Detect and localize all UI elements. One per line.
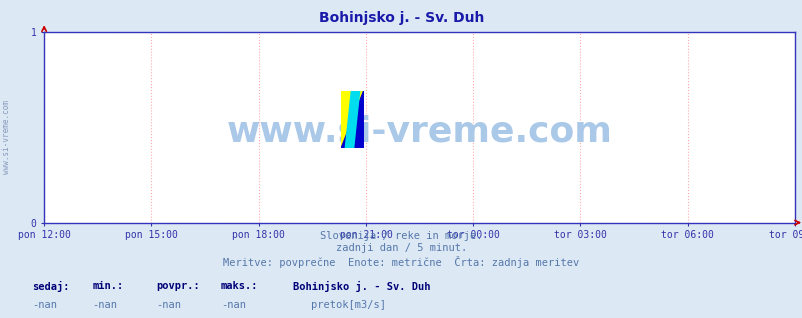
- Text: sedaj:: sedaj:: [32, 281, 70, 293]
- Text: -nan: -nan: [92, 300, 117, 309]
- Text: -nan: -nan: [32, 300, 57, 309]
- Text: www.si-vreme.com: www.si-vreme.com: [226, 114, 612, 148]
- Text: Meritve: povprečne  Enote: metrične  Črta: zadnja meritev: Meritve: povprečne Enote: metrične Črta:…: [223, 256, 579, 268]
- Text: www.si-vreme.com: www.si-vreme.com: [2, 100, 11, 174]
- Polygon shape: [341, 91, 363, 148]
- Text: pretok[m3/s]: pretok[m3/s]: [310, 300, 385, 309]
- Text: maks.:: maks.:: [221, 281, 258, 291]
- Polygon shape: [341, 91, 363, 148]
- Text: -nan: -nan: [221, 300, 245, 309]
- Text: Slovenija / reke in morje.: Slovenija / reke in morje.: [320, 231, 482, 240]
- Text: -nan: -nan: [156, 300, 181, 309]
- Polygon shape: [345, 91, 359, 148]
- Text: min.:: min.:: [92, 281, 124, 291]
- Text: povpr.:: povpr.:: [156, 281, 200, 291]
- Text: Bohinjsko j. - Sv. Duh: Bohinjsko j. - Sv. Duh: [293, 281, 430, 293]
- Text: zadnji dan / 5 minut.: zadnji dan / 5 minut.: [335, 243, 467, 253]
- Text: Bohinjsko j. - Sv. Duh: Bohinjsko j. - Sv. Duh: [318, 11, 484, 25]
